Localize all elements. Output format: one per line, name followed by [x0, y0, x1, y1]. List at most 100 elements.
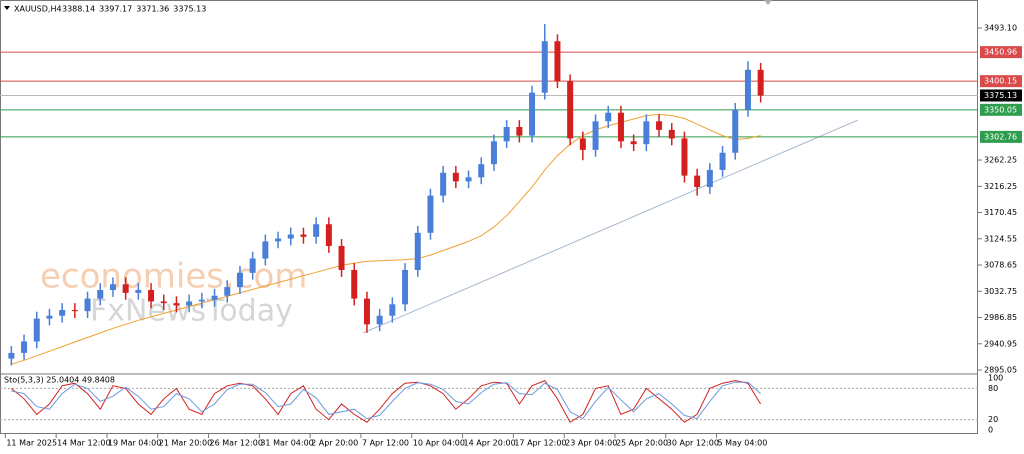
candle-body — [262, 241, 269, 259]
x-tick-label: 26 Mar 12:00 — [210, 439, 263, 448]
y-tick-label: 3078.65 — [984, 261, 1017, 270]
candle-body — [338, 245, 345, 270]
x-tick-label: 31 Mar 04:00 — [260, 439, 313, 448]
candle-body — [516, 127, 523, 136]
price-level-box — [980, 89, 1022, 102]
x-tick-label: 14 Mar 12:00 — [57, 439, 110, 448]
watermark: economies.com — [40, 257, 307, 297]
watermark: FxNewsToday — [90, 294, 293, 329]
stochastic-line — [10, 379, 762, 423]
candle-body — [719, 152, 726, 170]
candle-body — [757, 69, 764, 96]
candle-body — [643, 121, 650, 145]
candle-body — [389, 304, 396, 316]
candle-body — [287, 234, 294, 239]
x-tick-label: 14 Apr 20:00 — [464, 439, 516, 448]
x-tick-label: 17 Apr 12:00 — [514, 439, 566, 448]
candle-body — [33, 318, 40, 342]
y-tick-label: 3216.25 — [984, 182, 1017, 191]
candle-body — [694, 175, 701, 188]
candle-body — [46, 315, 53, 319]
y-tick-label: 3032.75 — [984, 287, 1017, 296]
candle-body — [490, 141, 497, 165]
candle-body — [198, 299, 205, 302]
candle-body — [744, 69, 751, 110]
candle-body — [681, 138, 688, 176]
x-tick-label: 10 Apr 04:00 — [413, 439, 465, 448]
y-tick-label: 2986.85 — [984, 313, 1017, 322]
candle-body — [402, 269, 409, 305]
candle-body — [325, 224, 332, 246]
x-tick-label: 25 Apr 20:00 — [616, 439, 668, 448]
stochastic-tick-label: 0 — [988, 426, 993, 435]
price-level-box — [980, 103, 1022, 116]
x-tick-label: 23 Apr 04:00 — [565, 439, 617, 448]
candle-body — [427, 195, 434, 233]
candle-body — [503, 127, 510, 142]
candle-body — [122, 284, 129, 293]
candle-body — [567, 81, 574, 139]
price-level-box — [980, 75, 1022, 88]
candle-body — [541, 41, 548, 93]
candle-body — [376, 315, 383, 325]
candle-body — [97, 289, 104, 299]
shift-marker — [764, 0, 772, 5]
candle-body — [617, 112, 624, 142]
candle-body — [173, 303, 180, 306]
candle-body — [363, 298, 370, 325]
candle-body — [148, 289, 155, 302]
candle-body — [84, 298, 91, 312]
candle-body — [249, 258, 256, 273]
x-tick-label: 5 May 04:00 — [718, 439, 768, 448]
candle-body — [8, 352, 15, 359]
y-tick-label: 3493.10 — [984, 24, 1017, 33]
price-level-label: 3450.96 — [984, 48, 1017, 57]
price-level-box — [980, 130, 1022, 143]
candle-body — [579, 138, 586, 150]
candle-body — [554, 41, 561, 82]
candle-body — [186, 301, 193, 306]
stochastic-label: Sto(5,3,3) 25.0404 49.8408 — [4, 376, 115, 385]
candle-body — [465, 177, 472, 182]
price-level-label: 3302.76 — [984, 132, 1017, 141]
x-tick-label: 30 Apr 12:00 — [667, 439, 719, 448]
candle-body — [351, 269, 358, 299]
candle-body — [414, 232, 421, 270]
candle-body — [59, 310, 66, 316]
candle-body — [732, 109, 739, 153]
stochastic-tick-label: 20 — [988, 415, 998, 424]
candle-body — [224, 287, 231, 296]
candle-body — [300, 234, 307, 237]
y-tick-label: 2940.95 — [984, 339, 1017, 348]
candle-body — [211, 295, 218, 300]
y-tick-label: 3124.55 — [984, 234, 1017, 243]
header-value: 3375.13 — [173, 5, 206, 14]
candle-body — [668, 129, 675, 139]
candle-body — [630, 141, 637, 145]
symbol-label: XAUUSD,H4 — [14, 5, 62, 14]
header-value: 3388.14 — [62, 5, 95, 14]
candle-body — [440, 172, 447, 196]
candle-body — [21, 341, 28, 353]
x-tick-label: 11 Mar 2025 — [6, 439, 57, 448]
candle-body — [135, 289, 142, 293]
candle-body — [592, 121, 599, 150]
y-tick-label: 3262.25 — [984, 156, 1017, 165]
price-level-label: 3375.13 — [984, 91, 1017, 100]
x-tick-label: 2 Apr 20:00 — [311, 439, 358, 448]
menu-arrow[interactable] — [4, 6, 10, 10]
candle-body — [656, 121, 663, 130]
header-value: 3397.17 — [99, 5, 132, 14]
candle-body — [605, 112, 612, 122]
candle-body — [529, 92, 536, 136]
y-tick-label: 2895.05 — [984, 366, 1017, 375]
candle-body — [109, 284, 116, 290]
x-tick-label: 21 Mar 20:00 — [159, 439, 212, 448]
plot-frame — [0, 0, 978, 434]
stochastic-tick-label: 80 — [988, 384, 998, 393]
candle-body — [478, 164, 485, 178]
stochastic-line — [11, 381, 761, 420]
header-value: 3371.36 — [136, 5, 169, 14]
candle-body — [160, 301, 167, 304]
